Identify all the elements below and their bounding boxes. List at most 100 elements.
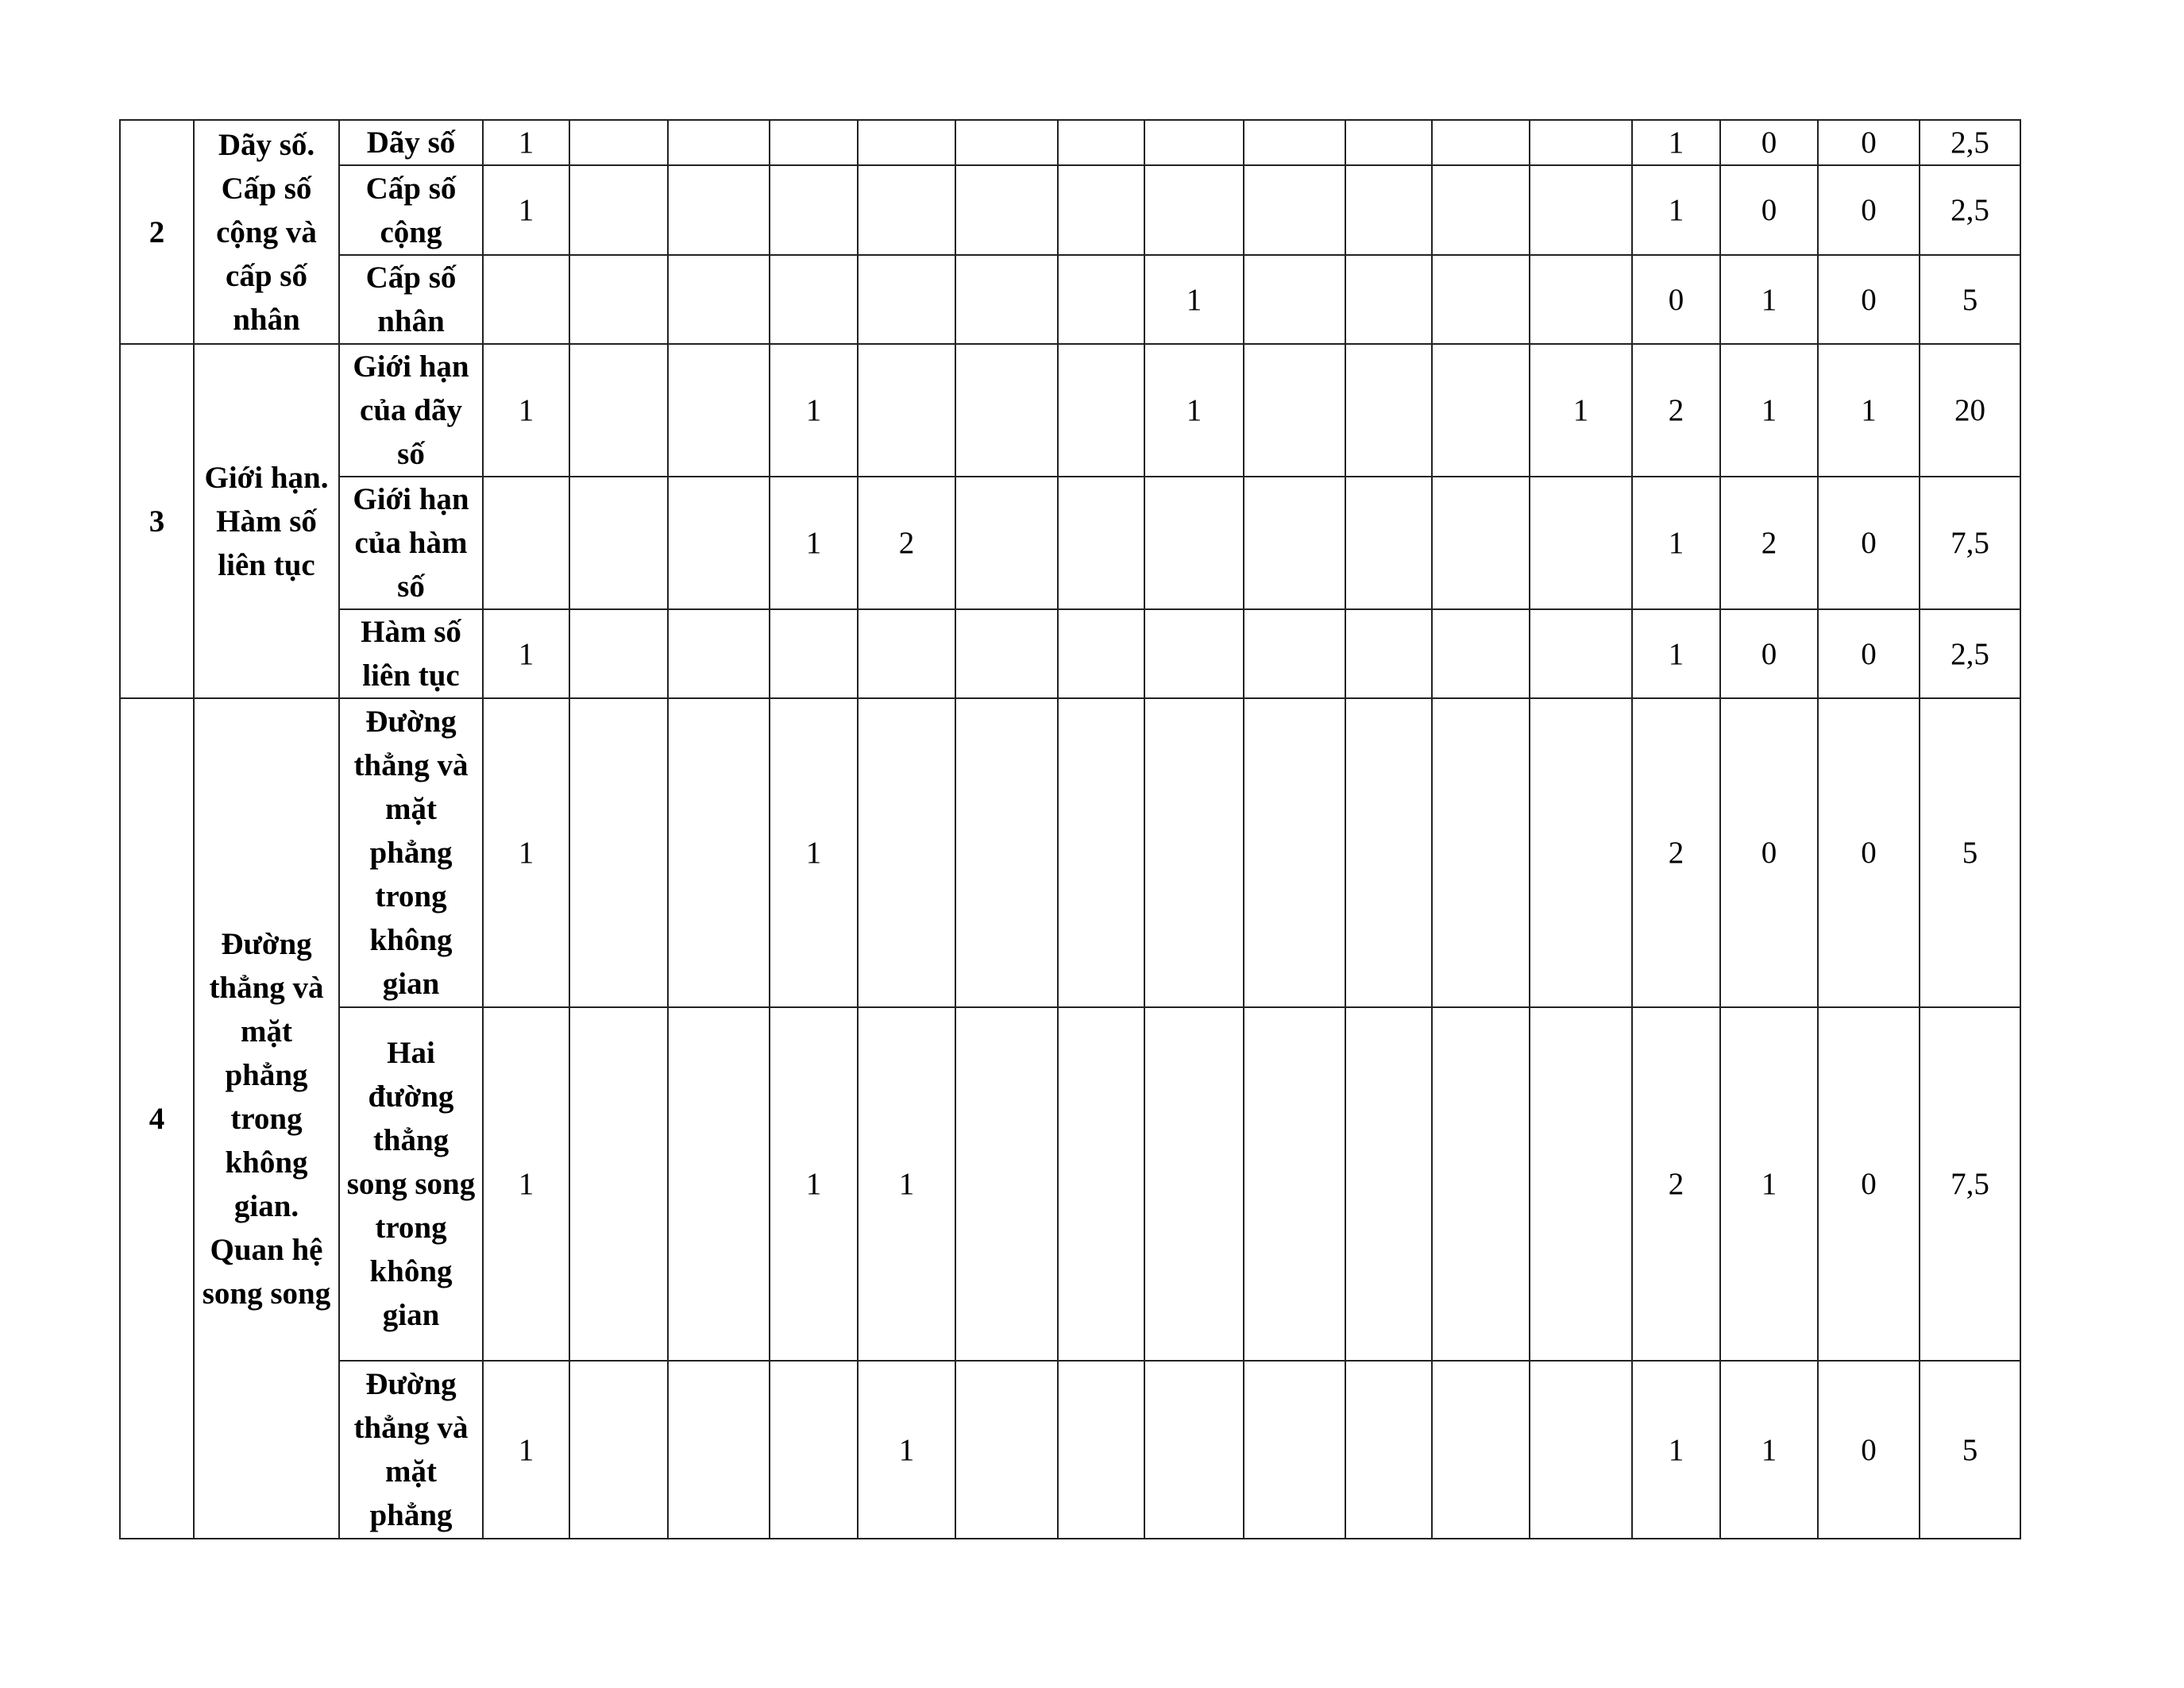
question-count-cell [1144,1360,1244,1539]
question-count-cell [955,1006,1059,1362]
question-count-cell [955,1360,1059,1539]
percentage-cell: 2,5 [1919,119,2021,166]
question-count-cell [1431,476,1530,610]
question-count-cell [1057,608,1145,699]
question-count-cell: 1 [482,608,570,699]
question-count-cell [1057,1360,1145,1539]
question-count-cell [857,254,956,345]
question-count-cell [1057,119,1145,166]
question-count-cell [955,608,1059,699]
question-count-cell [1529,164,1633,256]
total-count-cell: 1 [1631,1360,1721,1539]
percentage-cell: 5 [1919,697,2021,1008]
question-count-cell [1345,164,1433,256]
question-count-cell: 1 [482,1006,570,1362]
question-count-cell [1431,343,1530,477]
table-row: Hai đường thẳng song song trong không gi… [120,1006,2021,1362]
total-count-cell: 0 [1719,697,1819,1008]
question-count-cell [1431,608,1530,699]
question-count-cell [769,254,859,345]
question-count-cell [1144,164,1244,256]
total-count-cell: 0 [1719,608,1819,699]
question-count-cell [569,697,669,1008]
total-count-cell: 2 [1631,343,1721,477]
total-count-cell: 2 [1631,697,1721,1008]
table-row: 4 Đường thẳng và mặt phẳng trong không gi… [119,697,2021,1539]
question-count-cell [857,697,956,1008]
subtopic-cell: Hàm số liên tục [338,608,484,699]
subtopic-cell: Hai đường thẳng song song trong không gi… [338,1006,484,1362]
question-count-cell [1345,343,1433,477]
question-count-cell [667,343,770,477]
question-count-cell [1144,608,1244,699]
table-row: Đường thẳng và mặt phẳng 1 1 1 1 0 5 [120,1360,2021,1539]
percentage-cell: 20 [1919,343,2021,477]
total-count-cell: 1 [1719,343,1819,477]
question-count-cell [1431,254,1530,345]
question-count-cell [1431,164,1530,256]
question-count-cell [1144,697,1244,1008]
total-count-cell: 0 [1817,476,1920,610]
total-count-cell: 0 [1719,164,1819,256]
question-count-cell [667,1006,770,1362]
total-count-cell: 0 [1817,608,1920,699]
total-count-cell: 1 [1719,1006,1819,1362]
total-count-cell: 1 [1631,119,1721,166]
question-count-cell [569,1006,669,1362]
question-count-cell [569,608,669,699]
question-count-cell [569,343,669,477]
question-count-cell [1431,697,1530,1008]
question-count-cell: 1 [482,164,570,256]
question-count-cell [857,164,956,256]
question-count-cell [1243,1360,1346,1539]
question-count-cell [1243,164,1346,256]
question-count-cell [1345,608,1433,699]
table-row: 2 Dãy số. Cấp số cộng và cấp số nhân Dãy s… [119,119,2021,345]
subtopic-cell: Cấp số nhân [338,254,484,345]
question-count-cell [857,343,956,477]
question-count-cell [1529,1006,1633,1362]
question-count-cell [482,476,570,610]
question-count-cell [1345,1006,1433,1362]
total-count-cell: 1 [1631,476,1721,610]
question-count-cell [667,164,770,256]
question-count-cell [1431,119,1530,166]
percentage-cell: 2,5 [1919,164,2021,256]
total-count-cell: 0 [1817,164,1920,256]
question-count-cell [1345,1360,1433,1539]
question-count-cell [769,1360,859,1539]
chapter-number-cell: 2 [119,119,195,345]
table-row: Cấp số cộng 1 1 0 0 2,5 [120,164,2021,256]
subtopic-cell: Đường thẳng và mặt phẳng trong không gia… [338,697,484,1008]
question-count-cell [569,476,669,610]
question-count-cell [1529,476,1633,610]
subtopic-cell: Giới hạn của hàm số [338,476,484,610]
question-count-cell: 2 [857,476,956,610]
percentage-cell: 7,5 [1919,1006,2021,1362]
question-count-cell: 1 [769,1006,859,1362]
chapter-number-cell: 3 [119,343,195,699]
question-count-cell [569,254,669,345]
question-count-cell [955,343,1059,477]
question-count-cell [1243,254,1346,345]
question-count-cell [955,697,1059,1008]
question-count-cell [1057,1006,1145,1362]
percentage-cell: 5 [1919,1360,2021,1539]
question-count-cell [1529,1360,1633,1539]
question-count-cell [955,476,1059,610]
total-count-cell: 0 [1817,1360,1920,1539]
question-count-cell [1529,119,1633,166]
question-count-cell [1243,1006,1346,1362]
question-count-cell [1431,1360,1530,1539]
question-count-cell: 1 [482,343,570,477]
total-count-cell: 1 [1719,1360,1819,1539]
subtopic-cell: Giới hạn của dãy số [338,343,484,477]
percentage-cell: 7,5 [1919,476,2021,610]
question-matrix-table: 2 Dãy số. Cấp số cộng và cấp số nhân Dãy s… [119,119,2021,1539]
total-count-cell: 0 [1817,119,1920,166]
question-count-cell [1345,119,1433,166]
subtopic-cell: Dãy số [338,119,484,166]
question-count-cell [1431,1006,1530,1362]
chapter-number-cell: 4 [119,697,195,1539]
question-count-cell [857,119,956,166]
